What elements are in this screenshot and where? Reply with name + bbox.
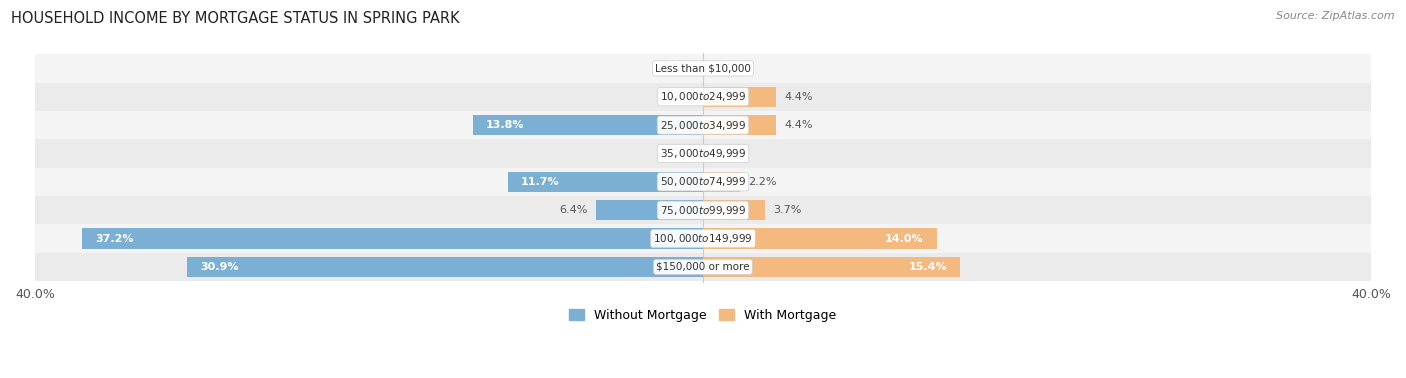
Text: 13.8%: 13.8%: [486, 120, 524, 130]
Text: $150,000 or more: $150,000 or more: [657, 262, 749, 272]
Text: 4.4%: 4.4%: [785, 92, 813, 102]
Text: $10,000 to $24,999: $10,000 to $24,999: [659, 90, 747, 103]
Text: $50,000 to $74,999: $50,000 to $74,999: [659, 175, 747, 188]
Bar: [472, 115, 703, 135]
Text: 15.4%: 15.4%: [908, 262, 946, 272]
Bar: [508, 172, 703, 192]
Text: 2.2%: 2.2%: [748, 177, 776, 187]
Bar: [703, 87, 776, 107]
Text: 14.0%: 14.0%: [884, 234, 924, 243]
Bar: [35, 225, 1371, 253]
Bar: [35, 139, 1371, 168]
Text: HOUSEHOLD INCOME BY MORTGAGE STATUS IN SPRING PARK: HOUSEHOLD INCOME BY MORTGAGE STATUS IN S…: [11, 11, 460, 26]
Text: Source: ZipAtlas.com: Source: ZipAtlas.com: [1277, 11, 1395, 21]
Bar: [703, 228, 936, 249]
Text: $100,000 to $149,999: $100,000 to $149,999: [654, 232, 752, 245]
Text: 11.7%: 11.7%: [522, 177, 560, 187]
Bar: [35, 111, 1371, 139]
Text: $25,000 to $34,999: $25,000 to $34,999: [659, 119, 747, 132]
Bar: [703, 200, 765, 220]
Text: 0.0%: 0.0%: [717, 64, 745, 73]
Text: $75,000 to $99,999: $75,000 to $99,999: [659, 204, 747, 217]
Bar: [35, 168, 1371, 196]
Text: 4.4%: 4.4%: [785, 120, 813, 130]
Legend: Without Mortgage, With Mortgage: Without Mortgage, With Mortgage: [564, 304, 842, 327]
Bar: [703, 172, 740, 192]
Text: 0.0%: 0.0%: [717, 149, 745, 158]
Text: $35,000 to $49,999: $35,000 to $49,999: [659, 147, 747, 160]
Bar: [703, 257, 960, 277]
Text: 30.9%: 30.9%: [200, 262, 239, 272]
Bar: [596, 200, 703, 220]
Text: 37.2%: 37.2%: [96, 234, 134, 243]
Text: 0.0%: 0.0%: [661, 92, 689, 102]
Text: 3.7%: 3.7%: [773, 205, 801, 215]
Bar: [703, 115, 776, 135]
Text: 6.4%: 6.4%: [560, 205, 588, 215]
Bar: [35, 82, 1371, 111]
Text: 0.0%: 0.0%: [661, 149, 689, 158]
Text: 0.0%: 0.0%: [661, 64, 689, 73]
Bar: [35, 253, 1371, 281]
Bar: [187, 257, 703, 277]
Bar: [35, 54, 1371, 82]
Bar: [35, 196, 1371, 225]
Bar: [82, 228, 703, 249]
Text: Less than $10,000: Less than $10,000: [655, 64, 751, 73]
